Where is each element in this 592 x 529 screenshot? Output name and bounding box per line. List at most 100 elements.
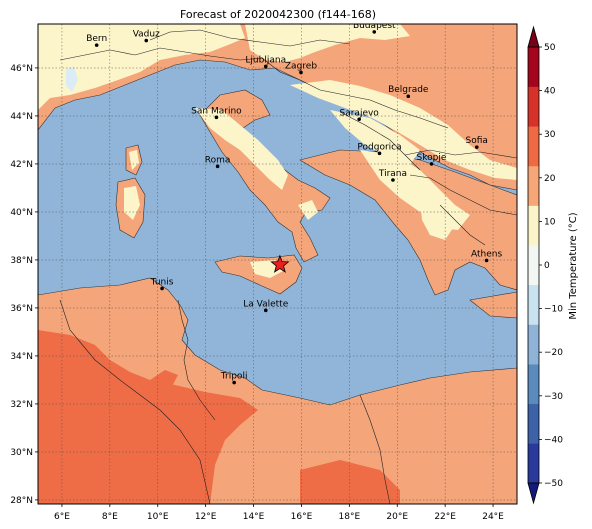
city-label: Budapest — [353, 21, 396, 31]
city-label: Belgrade — [388, 85, 429, 95]
map-frame — [37, 23, 518, 505]
city-dot — [263, 308, 268, 313]
city-label: Vaduz — [133, 30, 160, 40]
y-tick-label: 32°N — [10, 400, 33, 410]
x-tick-label: 22°E — [434, 512, 456, 522]
pindus-cool — [420, 200, 455, 240]
city-dot — [263, 64, 268, 69]
city-dot — [357, 117, 361, 122]
calabria-cool — [298, 200, 318, 220]
city-label: Bern — [86, 34, 107, 44]
colorbar-ticks: −50 −40 −30 −20 −10 0 10 20 30 40 50 — [539, 43, 563, 489]
marker-layer — [270, 254, 290, 273]
crete-aegean — [469, 291, 517, 319]
colorbar-segment — [528, 205, 539, 246]
city-label: Ljubljana — [245, 55, 286, 65]
colorbar-label: Min Temperature (°C) — [568, 212, 579, 319]
colorbar-tick-label: −10 — [544, 305, 563, 315]
y-tick-label: 46°N — [10, 64, 33, 74]
city-dot — [144, 38, 149, 43]
x-tick-label: 10°E — [147, 512, 169, 522]
y-tick-label: 40°N — [10, 208, 33, 218]
city-dot — [232, 380, 236, 385]
city-label: San Marino — [191, 106, 242, 116]
y-tick-label: 30°N — [10, 448, 33, 458]
warm-regions — [38, 330, 400, 504]
colorbar-segments — [527, 25, 540, 505]
colorbar-tick-label: 20 — [544, 174, 556, 184]
colorbar-segment — [528, 443, 539, 484]
y-tick-label: 44°N — [10, 112, 33, 122]
city-dot — [429, 162, 434, 166]
city-label: Tunis — [150, 277, 174, 287]
city-dot — [406, 94, 411, 99]
colorbar-segment — [528, 324, 539, 365]
x-tick-label: 18°E — [339, 512, 361, 522]
city-label: Sofia — [466, 136, 488, 146]
colorbar-segment — [528, 86, 539, 127]
colorbar-segment — [528, 165, 539, 206]
balkans — [299, 149, 517, 296]
colorbar-tick-label: −20 — [544, 348, 563, 358]
colorbar-tick-label: 10 — [544, 217, 556, 227]
corsica-cool — [129, 150, 139, 170]
city-dot — [215, 164, 220, 169]
lake — [66, 66, 78, 92]
cool-regions — [38, 24, 517, 278]
city-dot — [372, 30, 377, 34]
city-label: Athens — [471, 249, 502, 259]
colorbar: −50 −40 −30 −20 −10 0 10 20 30 40 50 Min Temperatu… — [527, 25, 579, 505]
x-tick-label: 8°E — [102, 512, 118, 522]
alps-cool — [38, 24, 245, 110]
colorbar-segment — [528, 245, 539, 286]
colorbar-tick-label: 30 — [544, 130, 556, 140]
colorbar-tick-label: 40 — [544, 87, 556, 97]
colorbar-segment — [528, 47, 539, 87]
city-dot — [484, 258, 489, 263]
city-label: Tirana — [378, 169, 407, 179]
city-dot — [377, 151, 382, 156]
colorbar-max-arrow — [527, 25, 540, 48]
colorbar-segment — [528, 284, 539, 325]
city-dot — [391, 178, 395, 182]
north-land — [38, 24, 517, 191]
tunisia-warm — [150, 370, 178, 390]
apennines-cool — [195, 108, 288, 190]
y-tick-label: 42°N — [10, 160, 33, 170]
city-dot — [299, 70, 303, 75]
colorbar-tick-label: −50 — [544, 479, 563, 489]
colorbar-segment — [528, 403, 539, 444]
colorbar-tick-label: −30 — [544, 392, 563, 402]
city-label: Tripoli — [220, 372, 248, 382]
x-tick-label: 6°E — [54, 512, 70, 522]
colorbar-tick-label: −40 — [544, 435, 563, 445]
colorbar-segment — [528, 126, 539, 167]
colorbar-tick-label: 50 — [544, 43, 556, 53]
city-dot — [474, 145, 479, 149]
forecast-star-marker — [270, 254, 290, 273]
dinaric-cool — [290, 80, 517, 180]
y-axis: 28°N 30°N 32°N 34°N 36°N 38°N 40°N 42°N 44°N 46°N — [10, 64, 38, 506]
map-title: Forecast of 2020042300 (f144-168) — [180, 8, 376, 21]
x-tick-label: 24°E — [482, 512, 504, 522]
city-dot — [214, 115, 219, 120]
colorbar-segment — [528, 364, 539, 405]
city-label: Zagreb — [285, 61, 317, 71]
x-tick-label: 16°E — [291, 512, 313, 522]
colorbar-tick-label: 0 — [544, 261, 550, 271]
y-tick-label: 36°N — [10, 304, 33, 314]
libya-warm — [300, 460, 400, 504]
city-dot — [94, 43, 99, 47]
y-tick-label: 38°N — [10, 256, 33, 266]
y-tick-label: 34°N — [10, 352, 33, 362]
city-label: Roma — [205, 155, 231, 165]
gridlines — [38, 24, 517, 504]
borders — [59, 29, 517, 504]
x-tick-label: 12°E — [195, 512, 217, 522]
x-tick-label: 20°E — [386, 512, 408, 522]
city-dot — [160, 286, 164, 291]
colorbar-min-arrow — [527, 482, 540, 505]
